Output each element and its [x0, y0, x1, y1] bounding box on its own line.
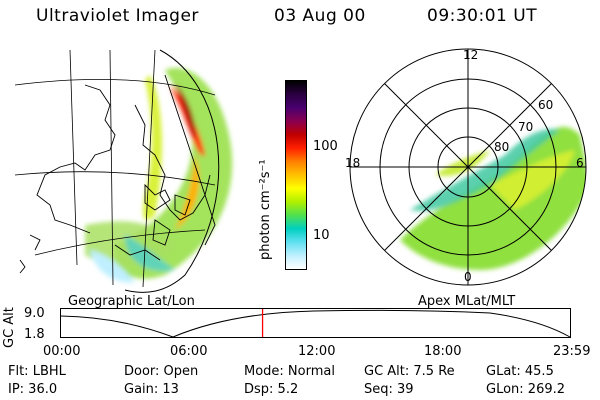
altitude-timeline: [60, 308, 571, 338]
colorbar-tick-100: 100: [313, 139, 338, 154]
timeline-x-tick-0: 00:00: [43, 344, 81, 359]
lat-lon-grid: [15, 49, 216, 288]
mlat-label-80: 80: [494, 140, 509, 154]
geographic-map: [15, 49, 233, 293]
observation-time: 09:30:01 UT: [427, 6, 538, 26]
door-value: Door: Open: [124, 364, 199, 379]
filter-value: Flt: LBHL: [8, 364, 66, 379]
polar-aurora-imagery: [400, 126, 586, 270]
altitude-curve: [60, 309, 571, 338]
mlt-label-6: 6: [576, 156, 584, 170]
timeline-x-tick-1: 06:00: [170, 344, 208, 359]
polar-grid: [349, 48, 587, 286]
timeline-y-tick-max: 9.0: [24, 306, 45, 321]
timeline-x-tick-4: 23:59: [553, 344, 591, 359]
ip-value: IP: 36.0: [8, 382, 58, 397]
colorbar-gradient: [285, 80, 307, 270]
glat-value: GLat: 45.5: [486, 364, 554, 379]
coastlines: [19, 74, 216, 274]
mlt-label-12: 12: [463, 48, 478, 62]
observation-date: 03 Aug 00: [274, 6, 366, 26]
colorbar-tick-10: 10: [313, 228, 330, 243]
timeline-x-tick-3: 18:00: [424, 344, 462, 359]
timeline-x-tick-2: 12:00: [298, 344, 336, 359]
apex-label: Apex MLat/MLT: [418, 294, 516, 309]
aurora-imagery: [85, 67, 233, 283]
instrument-title: Ultraviolet Imager: [36, 6, 199, 26]
geographic-label: Geographic Lat/Lon: [68, 294, 195, 309]
polar-plot: 12 18 6 0 60 70 80: [345, 48, 587, 286]
title-bar: Ultraviolet Imager 03 Aug 00 09:30:01 UT: [0, 0, 600, 40]
timeline-y-tick-min: 1.8: [24, 327, 45, 342]
colorbar-unit-label: photon cm⁻²s⁻¹: [258, 159, 273, 260]
earth-limb: [124, 49, 220, 293]
mlt-label-0: 0: [464, 270, 472, 284]
mlt-label-18: 18: [345, 156, 360, 170]
mode-value: Mode: Normal: [244, 364, 335, 379]
gain-value: Gain: 13: [124, 382, 179, 397]
glon-value: GLon: 269.2: [486, 382, 566, 397]
colorbar: [285, 80, 307, 270]
seq-value: Seq: 39: [364, 382, 414, 397]
timeline-y-label: GC Alt: [2, 307, 17, 348]
gc-alt-value: GC Alt: 7.5 Re: [364, 364, 455, 379]
mlat-label-70: 70: [518, 120, 533, 134]
dsp-value: Dsp: 5.2: [244, 382, 299, 397]
mlat-label-60: 60: [538, 98, 553, 112]
